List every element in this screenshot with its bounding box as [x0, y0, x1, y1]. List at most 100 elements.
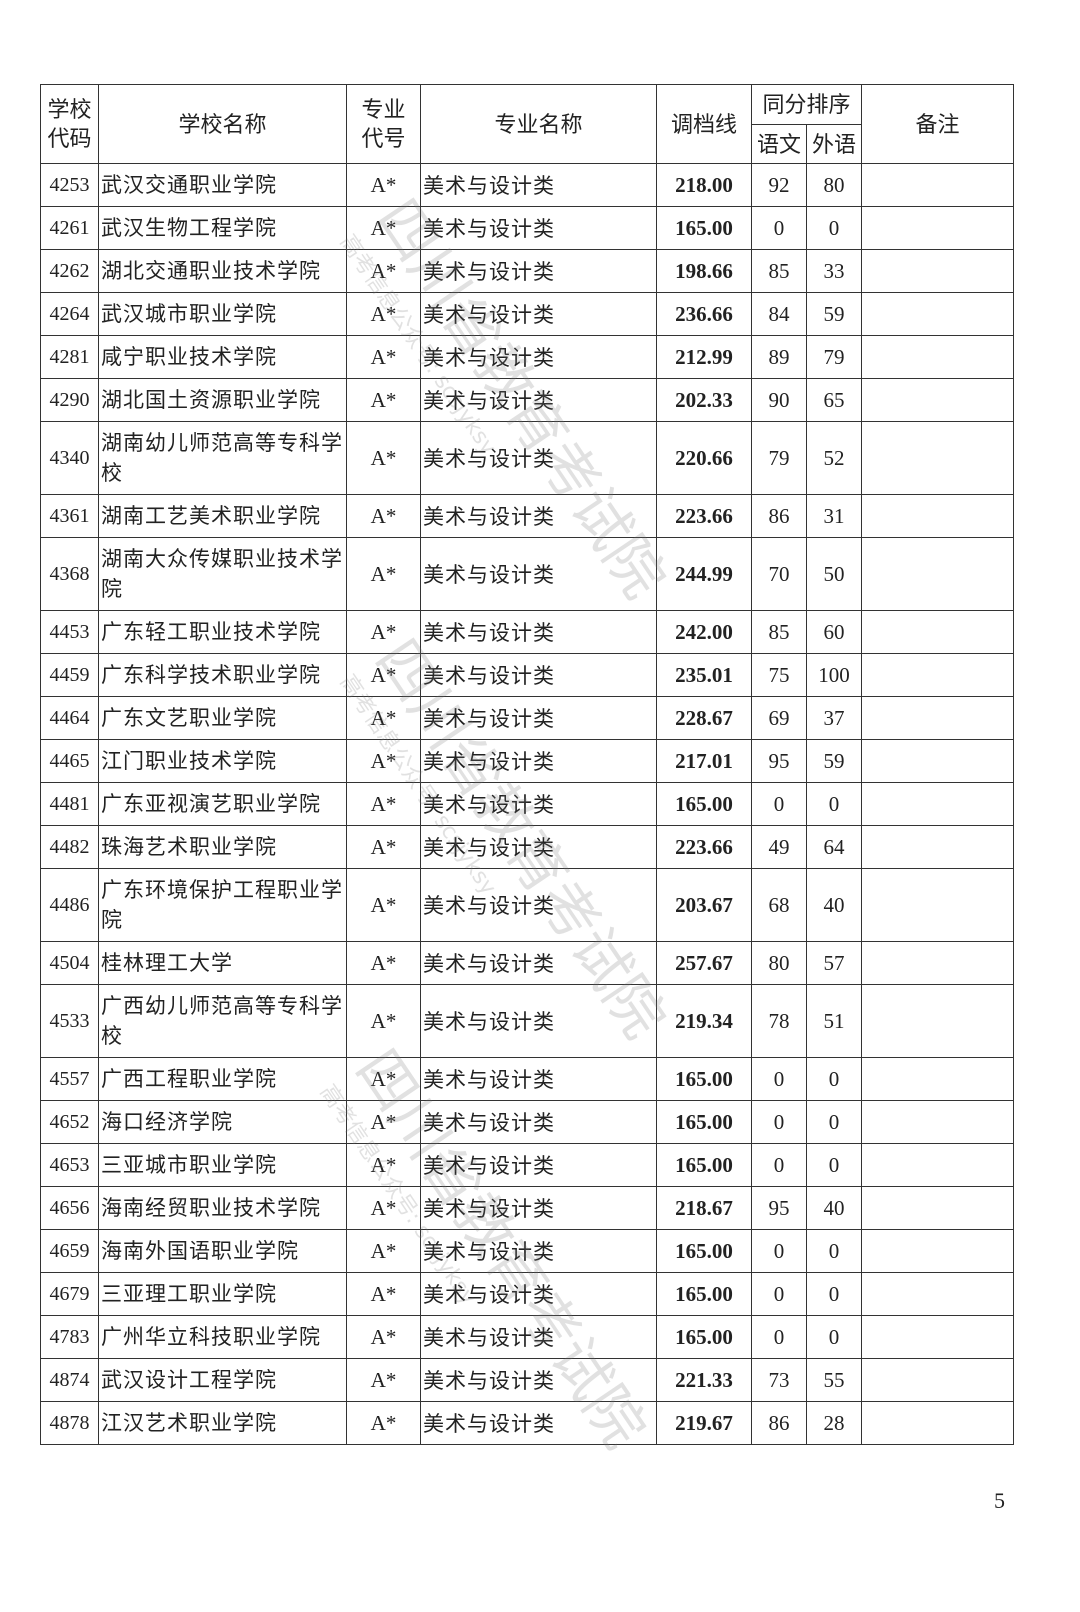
- major-name-cell: 美术与设计类: [420, 292, 657, 336]
- chinese-rank-cell: 73: [751, 1358, 807, 1402]
- chinese-rank-cell: 69: [751, 696, 807, 740]
- school-name-cell: 广东亚视演艺职业学院: [98, 782, 347, 826]
- table-row: 4368 湖南大众传媒职业技术学院 A* 美术与设计类 244.99 70 50: [40, 537, 1015, 611]
- foreign-rank-cell: 57: [805, 941, 863, 985]
- school-code-cell: 4653: [40, 1143, 99, 1187]
- school-code-cell: 4481: [40, 782, 99, 826]
- major-name-cell: 美术与设计类: [420, 494, 657, 538]
- remark-cell: [861, 782, 1015, 826]
- foreign-rank-cell: 52: [805, 421, 863, 495]
- major-code-cell: A*: [346, 292, 421, 336]
- foreign-rank-cell: 59: [805, 739, 863, 783]
- cutoff-score-cell: 220.66: [656, 421, 752, 495]
- major-code-cell: A*: [346, 984, 421, 1058]
- school-name-cell: 湖南大众传媒职业技术学院: [98, 537, 347, 611]
- cutoff-score-cell: 165.00: [656, 1057, 752, 1101]
- chinese-rank-cell: 90: [751, 378, 807, 422]
- remark-cell: [861, 825, 1015, 869]
- header-cutoff: 调档线: [656, 84, 752, 164]
- chinese-rank-cell: 85: [751, 610, 807, 654]
- major-name-cell: 美术与设计类: [420, 1229, 657, 1273]
- table-row: 4290 湖北国土资源职业学院 A* 美术与设计类 202.33 90 65: [40, 378, 1015, 422]
- chinese-rank-cell: 49: [751, 825, 807, 869]
- cutoff-score-cell: 198.66: [656, 249, 752, 293]
- major-code-cell: A*: [346, 825, 421, 869]
- school-code-cell: 4340: [40, 421, 99, 495]
- foreign-rank-cell: 0: [805, 1143, 863, 1187]
- header-foreign: 外语: [805, 124, 863, 164]
- chinese-rank-cell: 75: [751, 653, 807, 697]
- table-row: 4340 湖南幼儿师范高等专科学校 A* 美术与设计类 220.66 79 52: [40, 421, 1015, 495]
- major-code-cell: A*: [346, 335, 421, 379]
- school-code-cell: 4264: [40, 292, 99, 336]
- chinese-rank-cell: 68: [751, 868, 807, 942]
- table-row: 4878 江汉艺术职业学院 A* 美术与设计类 219.67 86 28: [40, 1401, 1015, 1445]
- foreign-rank-cell: 60: [805, 610, 863, 654]
- remark-cell: [861, 1358, 1015, 1402]
- major-name-cell: 美术与设计类: [420, 1186, 657, 1230]
- major-name-cell: 美术与设计类: [420, 206, 657, 250]
- chinese-rank-cell: 95: [751, 739, 807, 783]
- school-name-cell: 广东轻工职业技术学院: [98, 610, 347, 654]
- chinese-rank-cell: 86: [751, 1401, 807, 1445]
- table-row: 4656 海南经贸职业技术学院 A* 美术与设计类 218.67 95 40: [40, 1186, 1015, 1230]
- school-name-cell: 武汉设计工程学院: [98, 1358, 347, 1402]
- chinese-rank-cell: 0: [751, 206, 807, 250]
- foreign-rank-cell: 0: [805, 1057, 863, 1101]
- header-remarks: 备注: [861, 84, 1015, 164]
- major-code-cell: A*: [346, 610, 421, 654]
- major-name-cell: 美术与设计类: [420, 1401, 657, 1445]
- school-name-cell: 广西工程职业学院: [98, 1057, 347, 1101]
- major-name-cell: 美术与设计类: [420, 739, 657, 783]
- school-code-cell: 4679: [40, 1272, 99, 1316]
- remark-cell: [861, 292, 1015, 336]
- school-code-cell: 4486: [40, 868, 99, 942]
- major-code-cell: A*: [346, 782, 421, 826]
- cutoff-score-cell: 223.66: [656, 494, 752, 538]
- major-code-cell: A*: [346, 1186, 421, 1230]
- remark-cell: [861, 1143, 1015, 1187]
- table-row: 4281 咸宁职业技术学院 A* 美术与设计类 212.99 89 79: [40, 335, 1015, 379]
- major-code-cell: A*: [346, 1229, 421, 1273]
- foreign-rank-cell: 59: [805, 292, 863, 336]
- major-name-cell: 美术与设计类: [420, 825, 657, 869]
- school-name-cell: 广西幼儿师范高等专科学校: [98, 984, 347, 1058]
- major-code-cell: A*: [346, 494, 421, 538]
- cutoff-score-cell: 165.00: [656, 1315, 752, 1359]
- major-name-cell: 美术与设计类: [420, 1100, 657, 1144]
- chinese-rank-cell: 84: [751, 292, 807, 336]
- cutoff-score-cell: 165.00: [656, 206, 752, 250]
- school-code-cell: 4533: [40, 984, 99, 1058]
- header-major-code: 专业代号: [346, 84, 421, 164]
- table-row: 4361 湖南工艺美术职业学院 A* 美术与设计类 223.66 86 31: [40, 494, 1015, 538]
- chinese-rank-cell: 0: [751, 1315, 807, 1359]
- cutoff-score-cell: 219.67: [656, 1401, 752, 1445]
- major-name-cell: 美术与设计类: [420, 249, 657, 293]
- table-row: 4557 广西工程职业学院 A* 美术与设计类 165.00 0 0: [40, 1057, 1015, 1101]
- cutoff-score-cell: 165.00: [656, 1100, 752, 1144]
- foreign-rank-cell: 79: [805, 335, 863, 379]
- major-code-cell: A*: [346, 1100, 421, 1144]
- cutoff-score-cell: 242.00: [656, 610, 752, 654]
- cutoff-score-cell: 218.67: [656, 1186, 752, 1230]
- major-name-cell: 美术与设计类: [420, 1143, 657, 1187]
- foreign-rank-cell: 0: [805, 1229, 863, 1273]
- school-name-cell: 湖南幼儿师范高等专科学校: [98, 421, 347, 495]
- major-code-cell: A*: [346, 739, 421, 783]
- foreign-rank-cell: 51: [805, 984, 863, 1058]
- major-name-cell: 美术与设计类: [420, 782, 657, 826]
- remark-cell: [861, 653, 1015, 697]
- school-name-cell: 广东文艺职业学院: [98, 696, 347, 740]
- school-name-cell: 广东环境保护工程职业学院: [98, 868, 347, 942]
- foreign-rank-cell: 0: [805, 1315, 863, 1359]
- major-name-cell: 美术与设计类: [420, 868, 657, 942]
- foreign-rank-cell: 0: [805, 782, 863, 826]
- cutoff-score-cell: 219.34: [656, 984, 752, 1058]
- table-row: 4783 广州华立科技职业学院 A* 美术与设计类 165.00 0 0: [40, 1315, 1015, 1359]
- major-name-cell: 美术与设计类: [420, 941, 657, 985]
- major-name-cell: 美术与设计类: [420, 696, 657, 740]
- table-row: 4504 桂林理工大学 A* 美术与设计类 257.67 80 57: [40, 941, 1015, 985]
- table-row: 4481 广东亚视演艺职业学院 A* 美术与设计类 165.00 0 0: [40, 782, 1015, 826]
- major-code-cell: A*: [346, 653, 421, 697]
- school-name-cell: 武汉交通职业学院: [98, 163, 347, 207]
